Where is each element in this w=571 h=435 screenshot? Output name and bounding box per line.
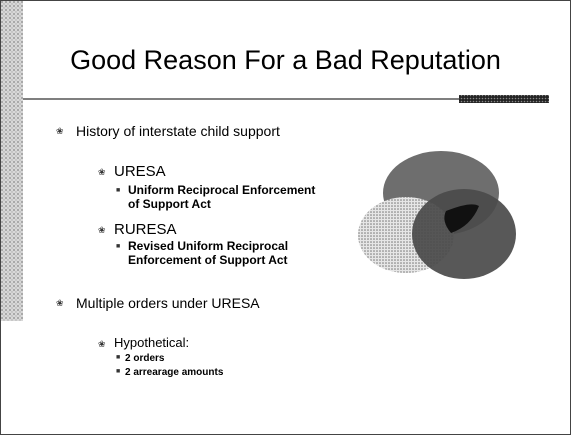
venn-diagram — [358, 151, 516, 279]
bullet: Hypothetical: — [114, 335, 189, 350]
bullet: Revised Uniform Reciprocal Enforcement o… — [128, 239, 323, 267]
bullet: URESA — [114, 163, 166, 180]
bullet: Uniform Reciprocal Enforcement of Suppor… — [128, 183, 323, 211]
slide: Good Reason For a Bad Reputation ❀ Histo… — [0, 0, 571, 435]
bullet: RURESA — [114, 221, 177, 238]
bullet: 2 orders — [125, 353, 164, 364]
bullet: History of interstate child support — [76, 123, 280, 139]
rule-accent — [459, 95, 549, 103]
bullet: Multiple orders under URESA — [76, 295, 260, 311]
slide-title: Good Reason For a Bad Reputation — [1, 45, 570, 76]
bullet: 2 arrearage amounts — [125, 367, 223, 378]
